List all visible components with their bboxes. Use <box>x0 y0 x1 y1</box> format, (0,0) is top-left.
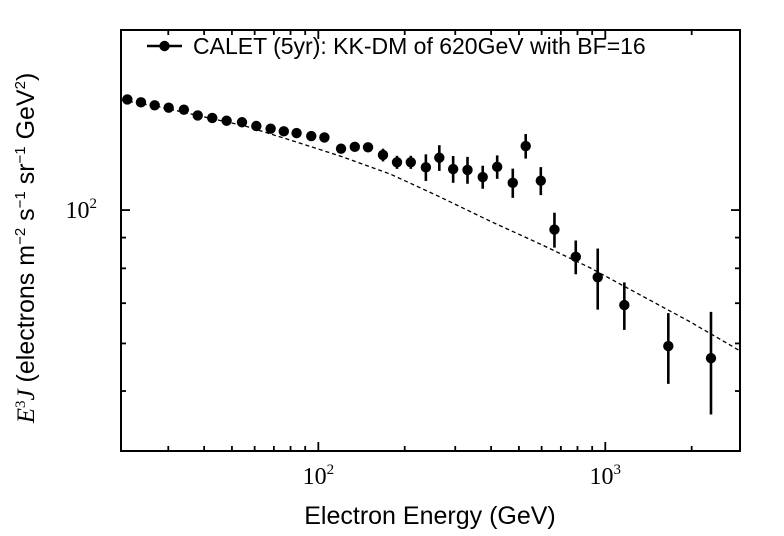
data-point <box>462 164 473 176</box>
data-point <box>291 127 302 139</box>
data-point <box>149 100 160 111</box>
data-point <box>570 251 581 263</box>
data-point <box>420 162 432 173</box>
model-curve <box>121 99 741 352</box>
legend: CALET (5yr): KK-DM of 620GeV with BF=16 <box>147 33 646 59</box>
y-tick-label-100: 102 <box>66 196 98 224</box>
x-axis-label: Electron Energy (GeV) <box>304 502 556 530</box>
plot-area-frame <box>120 29 741 452</box>
data-point <box>663 340 674 352</box>
data-point <box>278 126 289 137</box>
data-point <box>122 94 133 105</box>
data-point <box>619 299 630 311</box>
tick-labels: 102 103 102 <box>66 196 622 490</box>
errorbar-marker-icon <box>147 40 182 52</box>
data-point <box>265 123 276 134</box>
data-point <box>306 130 317 142</box>
data-point <box>535 175 547 186</box>
data-point <box>236 117 248 128</box>
data-point <box>377 149 389 161</box>
x-tick-label-100: 102 <box>303 462 335 490</box>
data-point <box>319 132 330 143</box>
model-dashed-line <box>121 99 741 352</box>
data-point <box>477 171 488 183</box>
data-point <box>207 112 218 124</box>
data-point <box>549 224 560 235</box>
data-point <box>520 140 531 152</box>
data-point <box>434 152 445 163</box>
data-point <box>221 115 232 126</box>
data-point <box>335 143 347 154</box>
data-point <box>192 110 203 121</box>
data-point <box>251 120 262 132</box>
data-point <box>178 104 190 115</box>
data-point <box>163 102 174 113</box>
data-point <box>705 353 717 364</box>
data-point <box>405 157 416 168</box>
x-tick-label-1000: 103 <box>590 462 622 490</box>
data-point <box>391 157 403 168</box>
data-point <box>491 161 503 173</box>
data-point <box>447 163 459 175</box>
data-series <box>122 94 717 415</box>
data-point <box>135 97 147 108</box>
data-point <box>349 141 361 153</box>
data-point <box>362 142 374 153</box>
y-axis-label: E3J (electrons m−2 s−1 sr−1 GeV2) <box>12 73 40 425</box>
legend-label: CALET (5yr): KK-DM of 620GeV with BF=16 <box>193 33 646 59</box>
data-point <box>592 272 603 283</box>
axis-ticks <box>121 30 740 451</box>
data-point <box>507 177 518 189</box>
